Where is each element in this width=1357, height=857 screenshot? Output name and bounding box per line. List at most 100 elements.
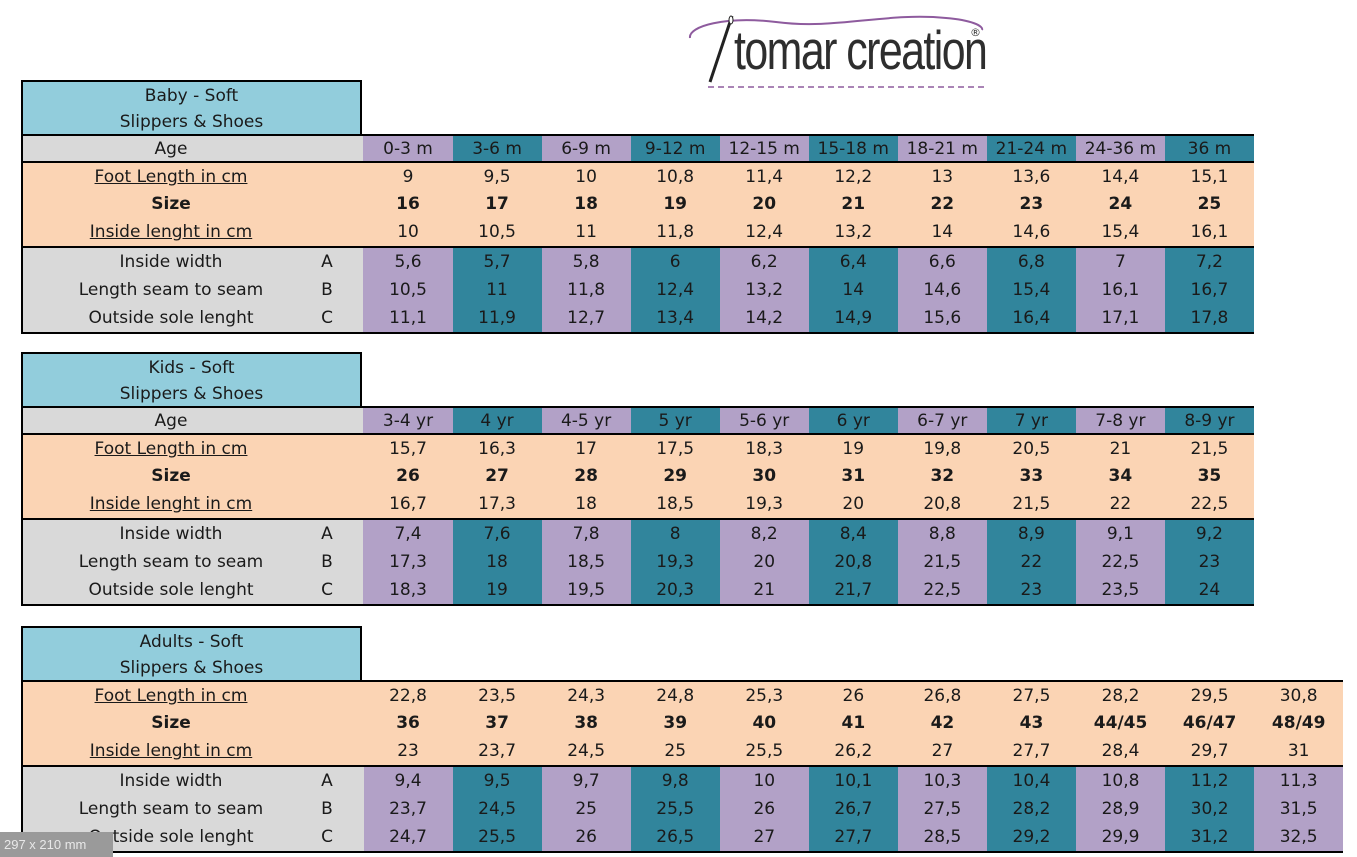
age-label: Age	[23, 408, 364, 433]
size-cell: 44/45	[1093, 713, 1148, 734]
foot-length-label-text: Foot Length in cm	[94, 438, 248, 459]
outside-sole-cell: 22,5	[897, 575, 987, 604]
inside-width-letter: A	[321, 770, 333, 791]
outside-sole-label: Outside sole lenght C	[23, 575, 364, 604]
inside-length-row: Inside lenght in cm 10 10,5 11 11,8 12,4 13,2 1…	[23, 218, 1254, 246]
inside-width-label-text: Inside width	[119, 523, 223, 544]
outside-sole-cell: 23	[986, 575, 1076, 604]
inside-width-cell: 7,8	[541, 519, 631, 548]
outside-sole-cell: 28,5	[897, 822, 987, 851]
foot-length-cell: 17,5	[656, 438, 695, 459]
foot-length-label-text: Foot Length in cm	[94, 685, 248, 706]
foot-length-cell: 24,8	[656, 685, 695, 706]
age-cell: 6-9 m	[541, 136, 631, 161]
inside-width-cell: 7,2	[1164, 247, 1254, 276]
age-label: Age	[23, 136, 364, 161]
size-cell: 39	[663, 713, 688, 734]
inside-width-cell: 9,7	[541, 766, 631, 795]
seam-to-seam-cell: 23	[1164, 547, 1254, 576]
inside-length-cell: 23,7	[478, 740, 517, 761]
size-cell: 33	[1019, 466, 1044, 487]
inside-width-cell: 5,8	[541, 247, 631, 276]
seam-to-seam-cell: 11,8	[541, 275, 631, 304]
section-title-line-1: Baby - Soft	[144, 86, 239, 106]
age-cell: 6 yr	[808, 408, 898, 433]
outside-sole-cell: 21	[719, 575, 809, 604]
foot-length-label: Foot Length in cm	[23, 435, 363, 463]
inside-length-cell: 11	[575, 221, 597, 242]
seam-to-seam-cell: 16,1	[1075, 275, 1165, 304]
foot-length-cell: 13,6	[1012, 166, 1051, 187]
seam-to-seam-label-text: Length seam to seam	[78, 551, 264, 572]
seam-to-seam-label-text: Length seam to seam	[78, 798, 264, 819]
outside-sole-cell: 29,9	[1076, 822, 1166, 851]
size-cell: 20	[752, 194, 777, 215]
outside-sole-label-text: Outside sole lenght	[88, 579, 254, 600]
inside-length-cell: 23	[397, 740, 419, 761]
inside-length-cell: 18	[575, 493, 597, 514]
outside-sole-cell: 23,5	[1075, 575, 1165, 604]
inside-length-cell: 28,4	[1101, 740, 1140, 761]
size-cell: 21	[841, 194, 866, 215]
seam-to-seam-row: Length seam to seam B 17,3 18 18,5 19,3 20 20,8…	[23, 547, 1254, 576]
inside-length-cell: 19,3	[745, 493, 784, 514]
seam-to-seam-cell: 27,5	[897, 794, 987, 823]
seam-to-seam-letter: B	[321, 798, 333, 819]
age-label-text: Age	[154, 410, 188, 431]
size-cell: 17	[485, 194, 509, 215]
brand-logo: tomar creation ®	[686, 8, 996, 94]
inside-length-cell: 29,7	[1190, 740, 1229, 761]
inside-length-cell: 25	[664, 740, 687, 761]
outside-sole-cell: 26,5	[630, 822, 720, 851]
size-cell: 40	[752, 713, 777, 734]
size-cell: 37	[485, 713, 509, 734]
outside-sole-row: Outside sole lenght C 11,1 11,9 12,7 13,4 14,2…	[23, 303, 1254, 332]
inside-length-cell: 22	[1109, 493, 1132, 514]
inside-length-cell: 20	[842, 493, 865, 514]
size-cell: 16	[396, 194, 420, 215]
foot-length-cell: 17	[575, 438, 597, 459]
seam-to-seam-letter: B	[321, 551, 333, 572]
size-label: Size	[23, 191, 363, 219]
seam-to-seam-cell: 31,5	[1254, 794, 1344, 823]
foot-length-row: Foot Length in cm 15,7 16,3 17 17,5 18,3 19 19,…	[23, 435, 1254, 463]
size-cell: 42	[930, 713, 955, 734]
foot-length-cell: 21,5	[1190, 438, 1229, 459]
inside-length-cell: 27,7	[1012, 740, 1051, 761]
inside-length-cell: 21,5	[1012, 493, 1051, 514]
inside-length-cell: 11,8	[656, 221, 695, 242]
size-label: Size	[23, 710, 364, 738]
age-cell: 5 yr	[630, 408, 720, 433]
seam-to-seam-cell: 17,3	[363, 547, 453, 576]
size-cell: 18	[574, 194, 598, 215]
age-cell: 24-36 m	[1075, 136, 1165, 161]
logo-thread-icon	[689, 15, 988, 88]
seam-to-seam-cell: 20	[719, 547, 809, 576]
seam-to-seam-label: Length seam to seam B	[23, 547, 364, 576]
inside-width-label: Inside width A	[23, 766, 364, 795]
inside-width-cell: 6,4	[808, 247, 898, 276]
section-title: Adults - Soft Slippers & Shoes	[21, 626, 362, 680]
seam-to-seam-cell: 26	[719, 794, 809, 823]
seam-to-seam-cell: 30,2	[1165, 794, 1255, 823]
inside-length-label: Inside lenght in cm	[23, 218, 363, 246]
foot-length-cell: 29,5	[1190, 685, 1229, 706]
foot-length-cell: 19,8	[923, 438, 962, 459]
outside-sole-cell: 24	[1164, 575, 1254, 604]
outside-sole-cell: 17,8	[1164, 303, 1254, 332]
age-cell: 18-21 m	[897, 136, 987, 161]
outside-sole-cell: 12,7	[541, 303, 631, 332]
inside-length-cell: 14,6	[1012, 221, 1051, 242]
inside-width-cell: 8,4	[808, 519, 898, 548]
inside-width-cell: 6,2	[719, 247, 809, 276]
seam-to-seam-cell: 20,8	[808, 547, 898, 576]
seam-to-seam-label: Length seam to seam B	[23, 275, 364, 304]
outside-sole-cell: 31,2	[1165, 822, 1255, 851]
seam-to-seam-cell: 15,4	[986, 275, 1076, 304]
seam-to-seam-cell: 28,9	[1076, 794, 1166, 823]
size-label-text: Size	[151, 194, 191, 215]
inside-width-cell: 9,4	[363, 766, 453, 795]
age-cell: 12-15 m	[719, 136, 809, 161]
size-cell: 30	[752, 466, 777, 487]
outside-sole-cell: 21,7	[808, 575, 898, 604]
